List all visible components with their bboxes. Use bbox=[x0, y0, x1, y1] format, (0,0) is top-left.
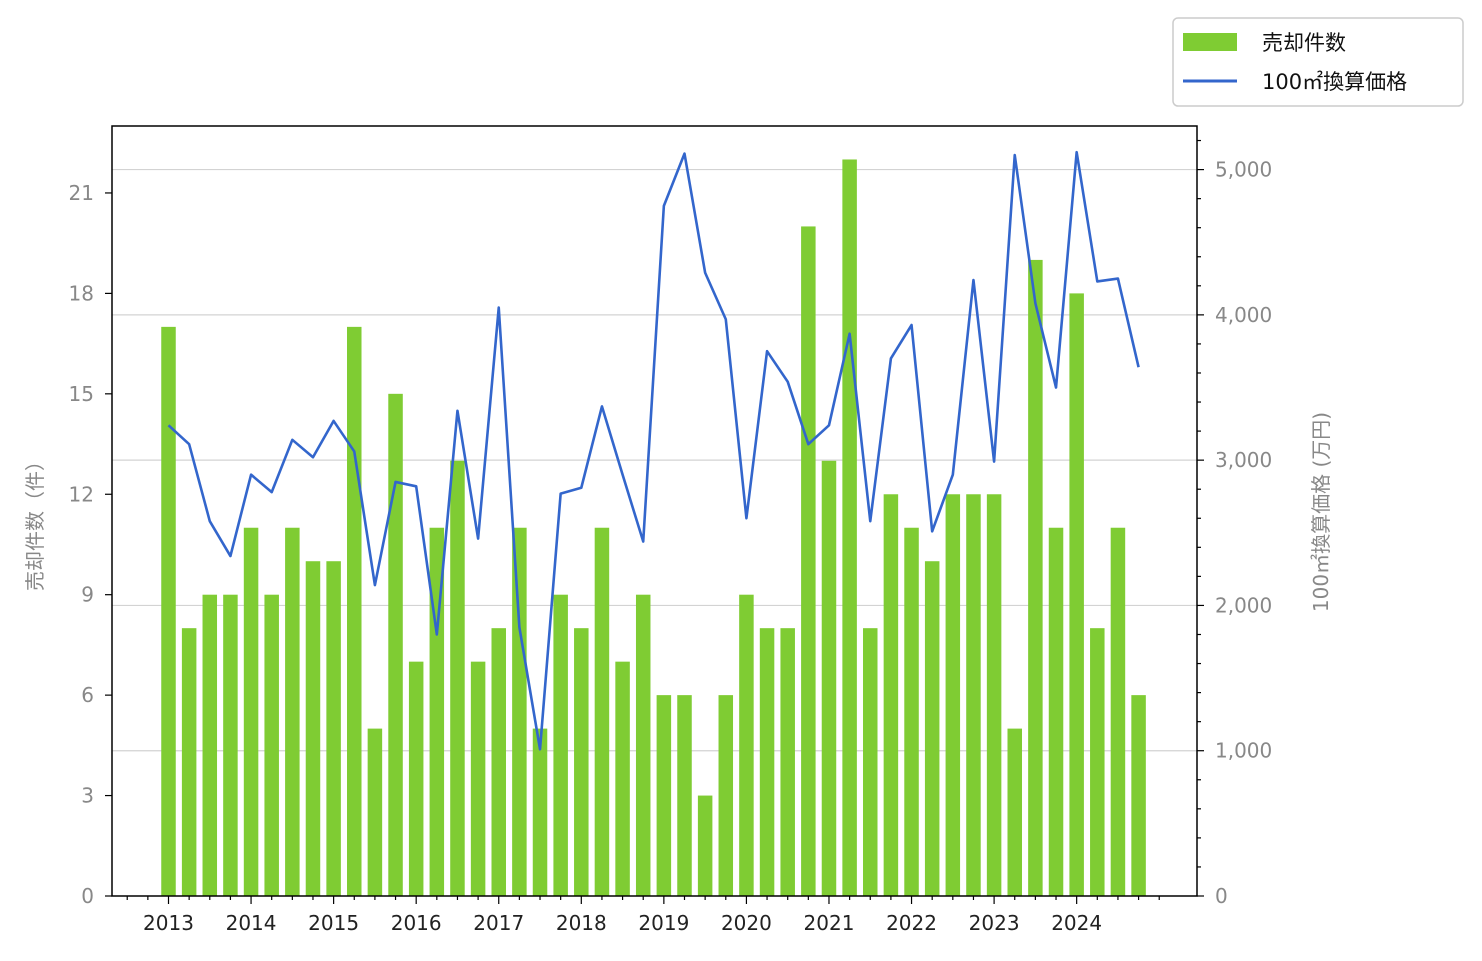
bar bbox=[574, 628, 589, 896]
bar bbox=[388, 393, 403, 896]
bar bbox=[1028, 259, 1043, 896]
price-line bbox=[167, 150, 1140, 751]
x-tick-label: 2016 bbox=[391, 911, 442, 935]
y-tick-label-left: 3 bbox=[81, 784, 94, 808]
bar bbox=[161, 326, 176, 896]
bar bbox=[594, 527, 610, 896]
bar bbox=[450, 460, 465, 896]
bar bbox=[491, 628, 506, 896]
y-tick-label-right: 1,000 bbox=[1215, 739, 1272, 763]
bar bbox=[264, 594, 279, 896]
y-tick-label-right: 2,000 bbox=[1215, 593, 1272, 617]
bar-series bbox=[161, 159, 1146, 896]
y-tick-label-right: 3,000 bbox=[1215, 448, 1272, 472]
plot-frame bbox=[111, 125, 1198, 897]
bar bbox=[470, 661, 486, 896]
bar bbox=[1090, 628, 1105, 896]
x-tick-label: 2024 bbox=[1051, 911, 1102, 935]
bar bbox=[181, 628, 197, 896]
bar bbox=[739, 594, 754, 896]
x-tick-label: 2019 bbox=[638, 911, 689, 935]
y-tick-label-right: 0 bbox=[1215, 884, 1228, 908]
x-tick-label: 2020 bbox=[721, 911, 772, 935]
bar bbox=[512, 527, 527, 896]
legend-box bbox=[1172, 17, 1464, 107]
x-tick-label: 2021 bbox=[804, 911, 855, 935]
bar bbox=[532, 728, 548, 896]
bar bbox=[656, 695, 672, 896]
bar bbox=[326, 561, 341, 896]
bar bbox=[986, 494, 1002, 896]
legend: 売却件数 100㎡換算価格 bbox=[1172, 17, 1464, 107]
bar bbox=[945, 494, 961, 896]
bar bbox=[553, 594, 568, 896]
legend-swatch-bar bbox=[1183, 33, 1237, 51]
x-tick-label: 2014 bbox=[226, 911, 277, 935]
bar bbox=[1007, 728, 1022, 896]
bar bbox=[863, 628, 878, 896]
bar bbox=[842, 159, 857, 896]
x-tick-label: 2022 bbox=[886, 911, 937, 935]
x-tick-label: 2018 bbox=[556, 911, 607, 935]
bar bbox=[305, 561, 321, 896]
bar bbox=[223, 594, 238, 896]
bar bbox=[367, 728, 383, 896]
y-tick-label-left: 18 bbox=[69, 281, 94, 305]
bar bbox=[677, 695, 692, 896]
bar bbox=[904, 527, 919, 896]
bar bbox=[635, 594, 651, 896]
bar bbox=[1048, 527, 1064, 896]
legend-label-bar: 売却件数 bbox=[1262, 31, 1346, 55]
bar bbox=[883, 494, 899, 896]
y-tick-label-left: 12 bbox=[69, 482, 94, 506]
bar bbox=[202, 594, 218, 896]
bar bbox=[924, 561, 940, 896]
y-axis-label-left: 売却件数（件） bbox=[23, 451, 47, 591]
line-series bbox=[167, 150, 1140, 751]
bar bbox=[821, 460, 837, 896]
axes: 0 3 6 9 12 15 18 21 0 1,000 2,000 3,000 4,000 5,000 20… bbox=[69, 139, 1272, 935]
bar bbox=[408, 661, 424, 896]
x-tick-label: 2023 bbox=[969, 911, 1020, 935]
y-tick-label-left: 21 bbox=[69, 181, 94, 205]
y-tick-label-left: 15 bbox=[69, 382, 94, 406]
y-tick-label-right: 4,000 bbox=[1215, 303, 1272, 327]
bar bbox=[243, 527, 259, 896]
y-tick-label-left: 0 bbox=[81, 884, 94, 908]
bar bbox=[780, 628, 795, 896]
bar bbox=[347, 326, 362, 896]
bar bbox=[1131, 695, 1146, 896]
bar bbox=[718, 695, 734, 896]
bar bbox=[1110, 527, 1126, 896]
legend-label-line: 100㎡換算価格 bbox=[1262, 70, 1407, 94]
bar bbox=[759, 628, 775, 896]
y-tick-label-left: 9 bbox=[81, 583, 94, 607]
x-tick-label: 2017 bbox=[473, 911, 524, 935]
y-tick-label-left: 6 bbox=[81, 683, 94, 707]
bar bbox=[966, 494, 981, 896]
bar bbox=[615, 661, 630, 896]
x-tick-label: 2015 bbox=[308, 911, 359, 935]
x-tick-label: 2013 bbox=[143, 911, 194, 935]
bar bbox=[429, 527, 445, 896]
bar bbox=[697, 795, 713, 896]
bar bbox=[801, 226, 816, 896]
bar bbox=[1069, 293, 1084, 896]
y-axis-label-right: 100㎡換算価格 (万円) bbox=[1309, 412, 1333, 612]
bar bbox=[285, 527, 300, 896]
y-tick-label-right: 5,000 bbox=[1215, 158, 1272, 182]
